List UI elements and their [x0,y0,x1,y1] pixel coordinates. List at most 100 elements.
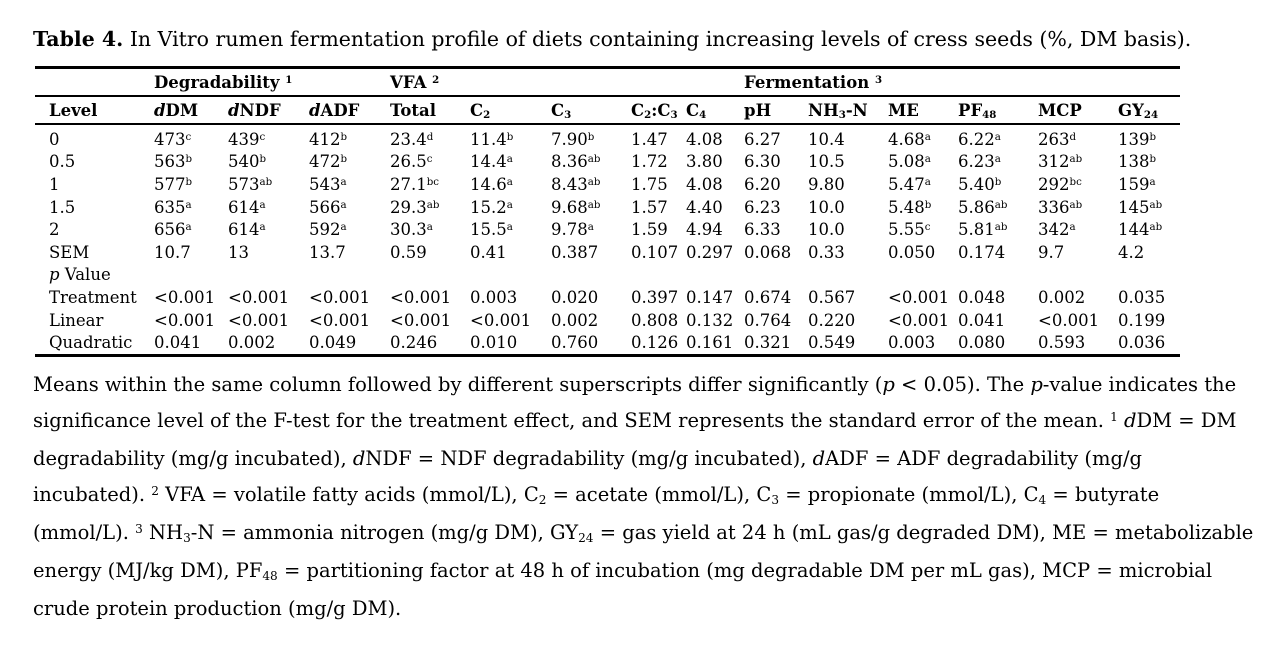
table-cell: 0.068 [744,242,792,262]
table-cell: 635a [154,197,192,217]
table-cell: 439c [228,129,266,149]
table-cell: 0.041 [958,310,1006,330]
table-cell [390,264,470,287]
table-cell: 656a [154,220,192,240]
table-cell: 0.321 [744,333,792,353]
table-caption-label: Table 4. [33,27,124,51]
table-cell: 26.5c [390,152,433,172]
table-row: Quadratic 0.041 0.002 0.049 0.246 0.010 0.760 0… [35,331,1180,355]
table-cell: 0.41 [470,242,507,262]
table-cell: 23.4d [390,129,434,149]
table-cell: 0.010 [470,333,518,353]
table-row: 1.5 635a 614a 566a 29.3ab 15.2a 9.68ab 1.57 4.40… [35,196,1180,219]
table-cell: 342a [1038,220,1076,240]
row-label: Treatment [49,287,137,307]
table-cell: <0.001 [390,310,452,330]
table-cell: <0.001 [309,310,371,330]
row-label: 2 [49,220,60,240]
table-cell: 0.199 [1118,310,1166,330]
column-header: MCP [1038,96,1119,125]
column-header: pH [744,96,809,125]
table-cell: 13.7 [309,242,346,262]
table-cell: 0.048 [958,287,1006,307]
table-cell: 10.7 [154,242,191,262]
fermentation-table: Degradability 1 VFA 2 Fermentation 3 Lev… [35,66,1181,357]
table-cell: 9.78a [551,220,594,240]
table-cell: 0.808 [631,310,679,330]
table-cell [551,264,631,287]
table-row: p Value [35,264,1180,287]
group-header-spacer [35,67,154,97]
table-cell: 0.002 [551,310,599,330]
table-cell: 10.0 [808,197,845,217]
table-cell: 473c [154,129,192,149]
table-cell [1038,264,1118,287]
table-cell: 563b [154,152,193,172]
table-cell: 573ab [228,174,273,194]
table-cell: 0.041 [154,333,202,353]
table-cell: 4.08 [686,174,723,194]
table-cell: 6.27 [744,129,781,149]
column-header: PF48 [958,96,1039,125]
table-cell: 5.81ab [958,220,1008,240]
table-cell [958,264,1038,287]
table-cell: 14.6a [470,174,513,194]
table-cell: 0.147 [686,287,734,307]
table-cell: 0.33 [808,242,845,262]
table-cell: 9.7 [1038,242,1065,262]
table-cell: 1.72 [631,152,668,172]
column-header: C2:C3 [631,96,687,125]
row-label: Linear [49,310,104,330]
table-cell: 0.397 [631,287,679,307]
table-cell: 6.30 [744,152,781,172]
table-cell: 0.161 [686,333,734,353]
table-cell: 7.90b [551,129,595,149]
table-cell [888,264,958,287]
table-cell: 0.080 [958,333,1006,353]
table-cell: 6.23 [744,197,781,217]
table-cell: 540b [228,152,267,172]
table-cell: <0.001 [390,287,452,307]
table-cell: 30.3a [390,220,433,240]
table-cell: 13 [228,242,249,262]
row-label: 1 [49,174,60,194]
table-cell: 15.2a [470,197,513,217]
table-cell: 577b [154,174,193,194]
table-cell: 0.035 [1118,287,1166,307]
table-cell: 0.174 [958,242,1006,262]
table-cell: 8.36ab [551,152,601,172]
table-body: 0 473c 439c 412b 23.4d 11.4b 7.90b 1.47 4.08 6.27… [35,124,1180,355]
table-cell: <0.001 [888,287,950,307]
column-header: dNDF [228,96,309,125]
row-label: SEM [49,242,90,262]
table-row: 2 656a 614a 592a 30.3a 15.5a 9.78a 1.59 4.94 6.33… [35,218,1180,241]
table-cell: 472b [309,152,348,172]
table-cell: 0.593 [1038,333,1086,353]
table-cell: 1.59 [631,220,668,240]
table-cell: 9.80 [808,174,845,194]
table-cell: 0.246 [390,333,438,353]
table-row: 0 473c 439c 412b 23.4d 11.4b 7.90b 1.47 4.08 6.27… [35,124,1180,151]
table-cell [154,264,228,287]
table-cell: 0.549 [808,333,856,353]
table-row: 0.5 563b 540b 472b 26.5c 14.4a 8.36ab 1.72 3.80 6… [35,151,1180,174]
table-cell: 3.80 [686,152,723,172]
table-cell: 0.002 [1038,287,1086,307]
table-cell: 336ab [1038,197,1083,217]
row-label: 0 [49,129,60,149]
table-cell: 0.674 [744,287,792,307]
table-cell: 0.297 [686,242,734,262]
table-cell: 10.5 [808,152,845,172]
table-cell: 8.43ab [551,174,601,194]
table-cell: 263d [1038,129,1077,149]
table-cell: 0.760 [551,333,599,353]
table-cell: 6.20 [744,174,781,194]
column-header: C2 [470,96,552,125]
table-cell: 5.55c [888,220,931,240]
table-cell: 10.4 [808,129,845,149]
table-cell: 0.049 [309,333,357,353]
table-cell: 312ab [1038,152,1083,172]
column-header: C3 [551,96,632,125]
table-cell: <0.001 [470,310,532,330]
